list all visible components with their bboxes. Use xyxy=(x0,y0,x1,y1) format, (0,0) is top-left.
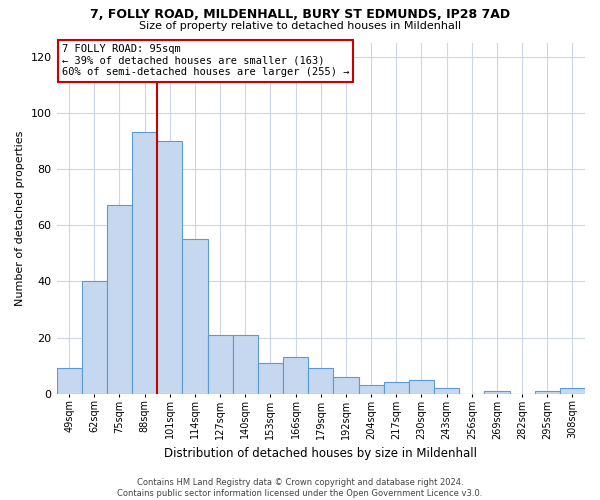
Bar xyxy=(283,357,308,394)
Bar xyxy=(434,388,459,394)
Bar xyxy=(208,334,233,394)
Bar xyxy=(359,386,383,394)
Bar xyxy=(334,377,359,394)
Bar xyxy=(82,282,107,394)
Text: 7, FOLLY ROAD, MILDENHALL, BURY ST EDMUNDS, IP28 7AD: 7, FOLLY ROAD, MILDENHALL, BURY ST EDMUN… xyxy=(90,8,510,20)
Bar xyxy=(182,239,208,394)
Bar xyxy=(56,368,82,394)
Bar xyxy=(560,388,585,394)
Bar xyxy=(383,382,409,394)
Bar xyxy=(132,132,157,394)
Bar xyxy=(107,206,132,394)
Bar xyxy=(157,141,182,394)
Bar xyxy=(308,368,334,394)
Bar xyxy=(409,380,434,394)
Text: 7 FOLLY ROAD: 95sqm
← 39% of detached houses are smaller (163)
60% of semi-detac: 7 FOLLY ROAD: 95sqm ← 39% of detached ho… xyxy=(62,44,349,78)
Bar xyxy=(233,334,258,394)
Text: Size of property relative to detached houses in Mildenhall: Size of property relative to detached ho… xyxy=(139,21,461,31)
Bar xyxy=(484,391,509,394)
Y-axis label: Number of detached properties: Number of detached properties xyxy=(15,130,25,306)
Text: Contains HM Land Registry data © Crown copyright and database right 2024.
Contai: Contains HM Land Registry data © Crown c… xyxy=(118,478,482,498)
Bar xyxy=(258,363,283,394)
X-axis label: Distribution of detached houses by size in Mildenhall: Distribution of detached houses by size … xyxy=(164,447,477,460)
Bar xyxy=(535,391,560,394)
